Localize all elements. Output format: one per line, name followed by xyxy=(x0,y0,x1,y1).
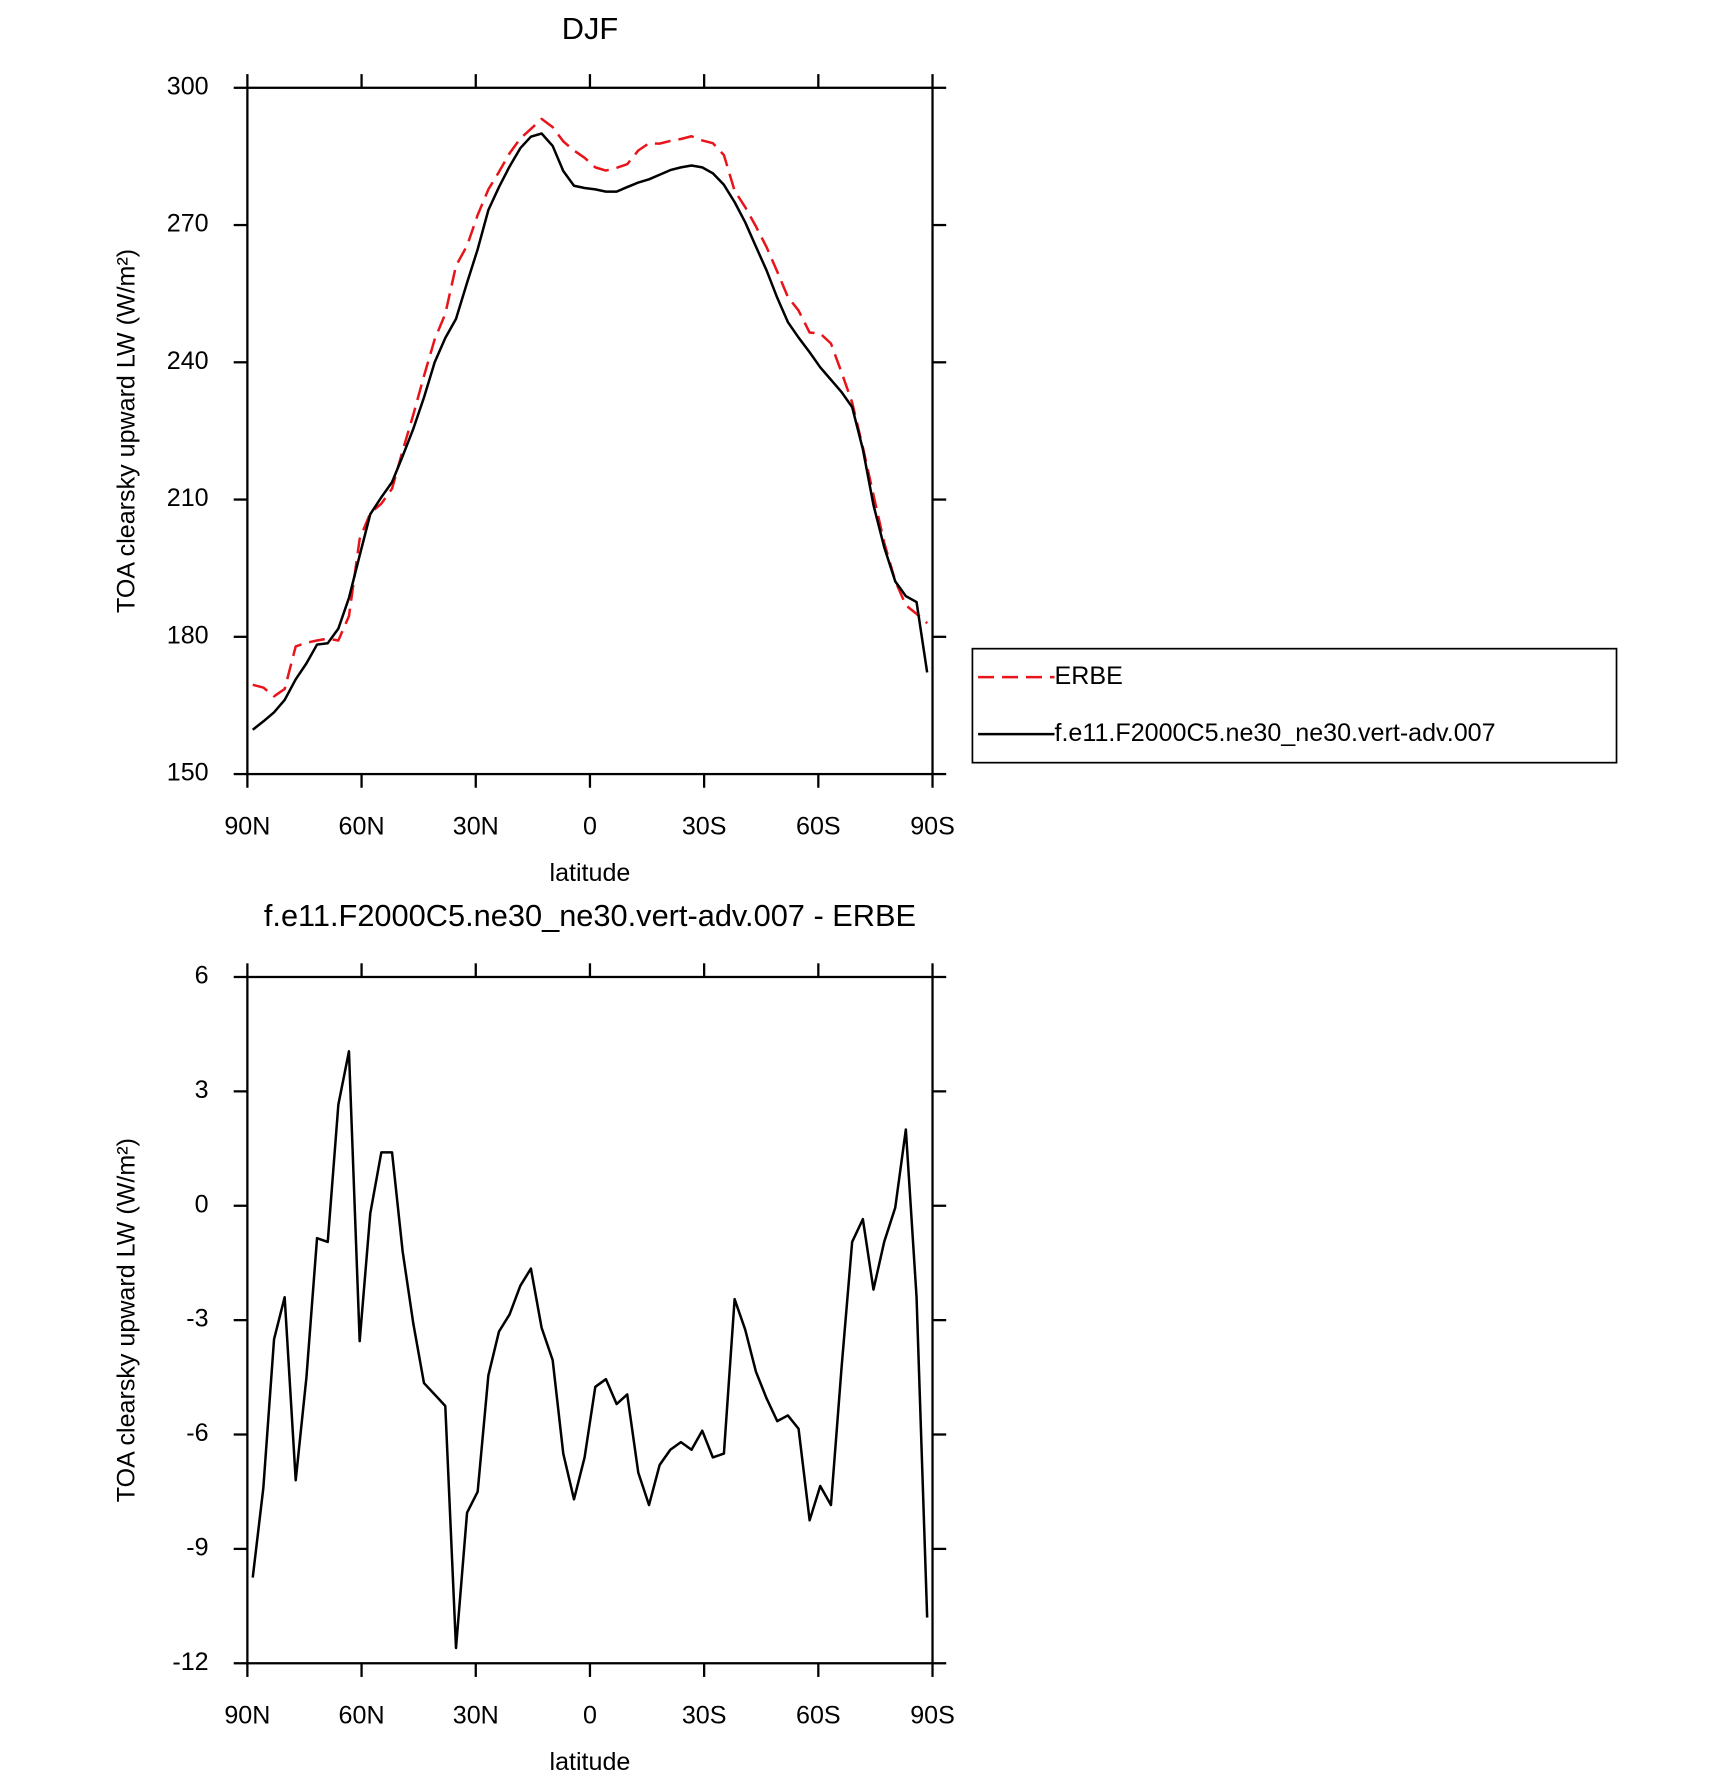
y-tick-label: 300 xyxy=(167,72,209,100)
chart-title: f.e11.F2000C5.ne30_ne30.vert-adv.007 - E… xyxy=(264,898,916,933)
y-tick-label: -12 xyxy=(172,1648,208,1676)
y-tick-label: -9 xyxy=(186,1534,208,1562)
x-tick-label: 0 xyxy=(583,812,597,840)
x-tick-label: 90S xyxy=(910,812,955,840)
x-tick-label: 90N xyxy=(224,1701,270,1729)
y-axis-label: TOA clearsky upward LW (W/m²) xyxy=(112,249,140,613)
y-tick-label: -6 xyxy=(186,1419,208,1447)
legend-frame xyxy=(971,647,1618,764)
data-line xyxy=(251,1050,929,1650)
y-axis-label: TOA clearsky upward LW (W/m²) xyxy=(112,1138,140,1502)
x-axis-label: latitude xyxy=(550,1748,631,1775)
x-axis-label: latitude xyxy=(550,859,631,887)
y-tick-label: 270 xyxy=(167,210,209,238)
x-tick-label: 90S xyxy=(910,1701,955,1729)
plot-frame xyxy=(246,86,934,776)
series-line xyxy=(252,117,928,698)
x-tick-label: 60N xyxy=(339,812,385,840)
y-tick-label: 0 xyxy=(195,1190,209,1218)
x-tick-label: 30S xyxy=(682,812,727,840)
chart-title: DJF xyxy=(562,11,618,46)
y-tick-label: 150 xyxy=(167,759,209,787)
x-tick-label: 0 xyxy=(583,1701,597,1729)
x-tick-label: 60N xyxy=(339,1701,385,1729)
y-tick-label: 6 xyxy=(195,962,209,990)
legend-label: f.e11.F2000C5.ne30_ne30.vert-adv.007 xyxy=(1055,719,1496,747)
y-tick-label: 210 xyxy=(167,484,209,512)
x-tick-label: 30N xyxy=(453,812,499,840)
legend: ERBE f.e11.F2000C5.ne30_ne30.vert-adv.007 xyxy=(971,647,1618,764)
x-tick-label: 60S xyxy=(796,812,841,840)
series-line xyxy=(251,132,929,731)
x-tick-label: 30S xyxy=(682,1701,727,1729)
legend-label: ERBE xyxy=(1055,662,1123,690)
y-tick-label: -3 xyxy=(186,1305,208,1333)
x-tick-label: 90N xyxy=(224,812,270,840)
y-tick-label: 180 xyxy=(167,621,209,649)
y-tick-label: 3 xyxy=(195,1076,209,1104)
y-tick-label: 240 xyxy=(167,347,209,375)
x-tick-label: 60S xyxy=(796,1701,841,1729)
x-tick-label: 30N xyxy=(453,1701,499,1729)
